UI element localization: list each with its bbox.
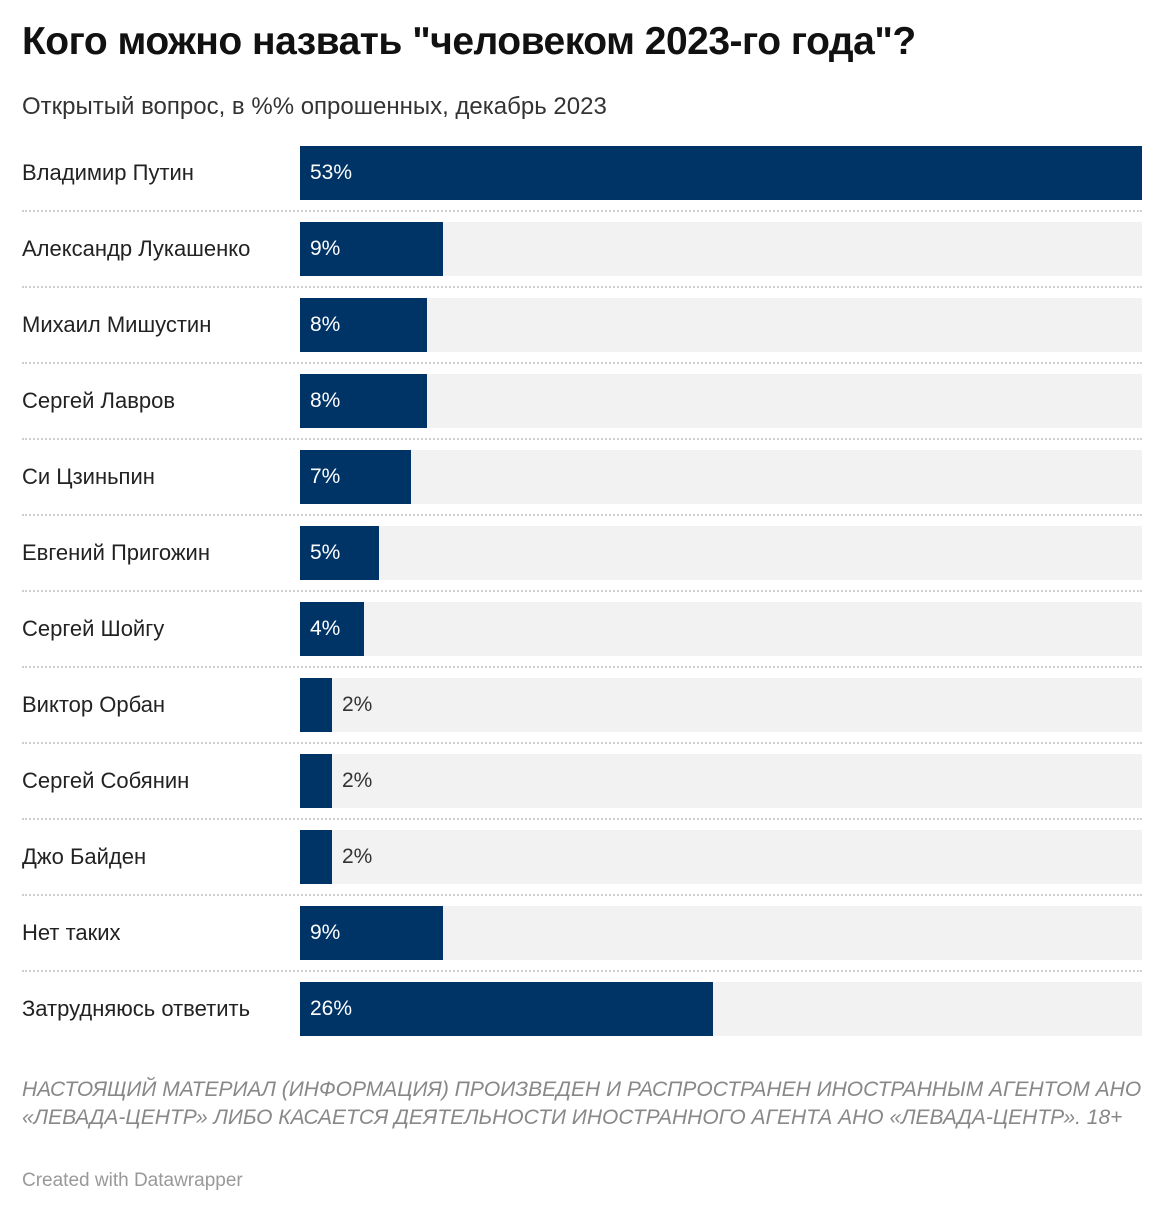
bar	[300, 830, 332, 884]
bar-track: 5%	[300, 526, 1142, 580]
bar-category-label: Сергей Собянин	[22, 768, 190, 793]
bar-value-label: 7%	[310, 465, 341, 488]
bar-row: Александр Лукашенко 9%	[0, 222, 1164, 276]
bar-category-label: Сергей Шойгу	[22, 616, 165, 641]
bar-track: 2%	[300, 754, 1142, 808]
bar-row: Нет таких 9%	[0, 906, 1164, 960]
bar-row: Джо Байден 2%	[0, 830, 1164, 884]
bar	[300, 374, 427, 428]
bar-category-label: Затрудняюсь ответить	[22, 996, 251, 1021]
bar-value-label: 8%	[310, 313, 341, 336]
bar-track: 2%	[300, 830, 1142, 884]
bar-row: Си Цзиньпин 7%	[0, 450, 1164, 504]
bar-value-label: 8%	[310, 389, 341, 412]
bar-row: Сергей Шойгу 4%	[0, 602, 1164, 656]
bar	[300, 222, 443, 276]
datawrapper-credit-link[interactable]: Created with Datawrapper	[22, 1170, 243, 1191]
bar-track: 9%	[300, 906, 1142, 960]
bar	[300, 450, 411, 504]
bar-value-label: 4%	[310, 617, 341, 640]
bar-track: 4%	[300, 602, 1142, 656]
row-divider	[22, 818, 1142, 820]
bar-value-label: 53%	[310, 161, 353, 184]
chart-title: Кого можно назвать "человеком 2023-го го…	[22, 20, 916, 63]
bar	[300, 906, 443, 960]
bar-row: Евгений Пригожин 5%	[0, 526, 1164, 580]
bar-value-label: 2%	[342, 845, 373, 868]
bar-row: Михаил Мишустин 8%	[0, 298, 1164, 352]
bar-track: 2%	[300, 678, 1142, 732]
row-divider	[22, 590, 1142, 592]
row-divider	[22, 742, 1142, 744]
row-divider	[22, 286, 1142, 288]
bar-track: 53%	[300, 146, 1142, 200]
bar-category-label: Си Цзиньпин	[22, 464, 155, 489]
bar	[300, 602, 364, 656]
bar-track: 8%	[300, 298, 1142, 352]
bar-track: 8%	[300, 374, 1142, 428]
row-divider	[22, 970, 1142, 972]
bar-track: 26%	[300, 982, 1142, 1036]
bar-category-label: Джо Байден	[22, 844, 147, 869]
bar	[300, 526, 379, 580]
bar-category-label: Владимир Путин	[22, 160, 194, 185]
bar-value-label: 9%	[310, 237, 341, 260]
bar	[300, 146, 1142, 200]
bar-value-label: 26%	[310, 997, 353, 1020]
bar	[300, 982, 713, 1036]
bar-category-label: Сергей Лавров	[22, 388, 176, 413]
chart-notes: НАСТОЯЩИЙ МАТЕРИАЛ (ИНФОРМАЦИЯ) ПРОИЗВЕД…	[22, 1078, 1142, 1129]
row-divider	[22, 666, 1142, 668]
bar-value-label: 2%	[342, 769, 373, 792]
bar-value-label: 5%	[310, 541, 341, 564]
bar-category-label: Нет таких	[22, 920, 121, 945]
row-divider	[22, 894, 1142, 896]
bar-row: Сергей Лавров 8%	[0, 374, 1164, 428]
row-divider	[22, 514, 1142, 516]
bar	[300, 754, 332, 808]
bar-category-label: Евгений Пригожин	[22, 540, 210, 565]
row-divider	[22, 210, 1142, 212]
bar-row: Затрудняюсь ответить 26%	[0, 982, 1164, 1036]
bar-row: Виктор Орбан 2%	[0, 678, 1164, 732]
bar-track: 9%	[300, 222, 1142, 276]
bar	[300, 298, 427, 352]
bar-row: Владимир Путин 53%	[0, 146, 1164, 200]
bar	[300, 678, 332, 732]
bar-value-label: 2%	[342, 693, 373, 716]
bar-value-label: 9%	[310, 921, 341, 944]
row-divider	[22, 438, 1142, 440]
bar-row: Сергей Собянин 2%	[0, 754, 1164, 808]
row-divider	[22, 362, 1142, 364]
bar-category-label: Александр Лукашенко	[22, 236, 251, 261]
bar-category-label: Виктор Орбан	[22, 692, 166, 717]
chart-subtitle: Открытый вопрос, в %% опрошенных, декабр…	[22, 93, 607, 120]
bar-category-label: Михаил Мишустин	[22, 312, 212, 337]
bar-track: 7%	[300, 450, 1142, 504]
